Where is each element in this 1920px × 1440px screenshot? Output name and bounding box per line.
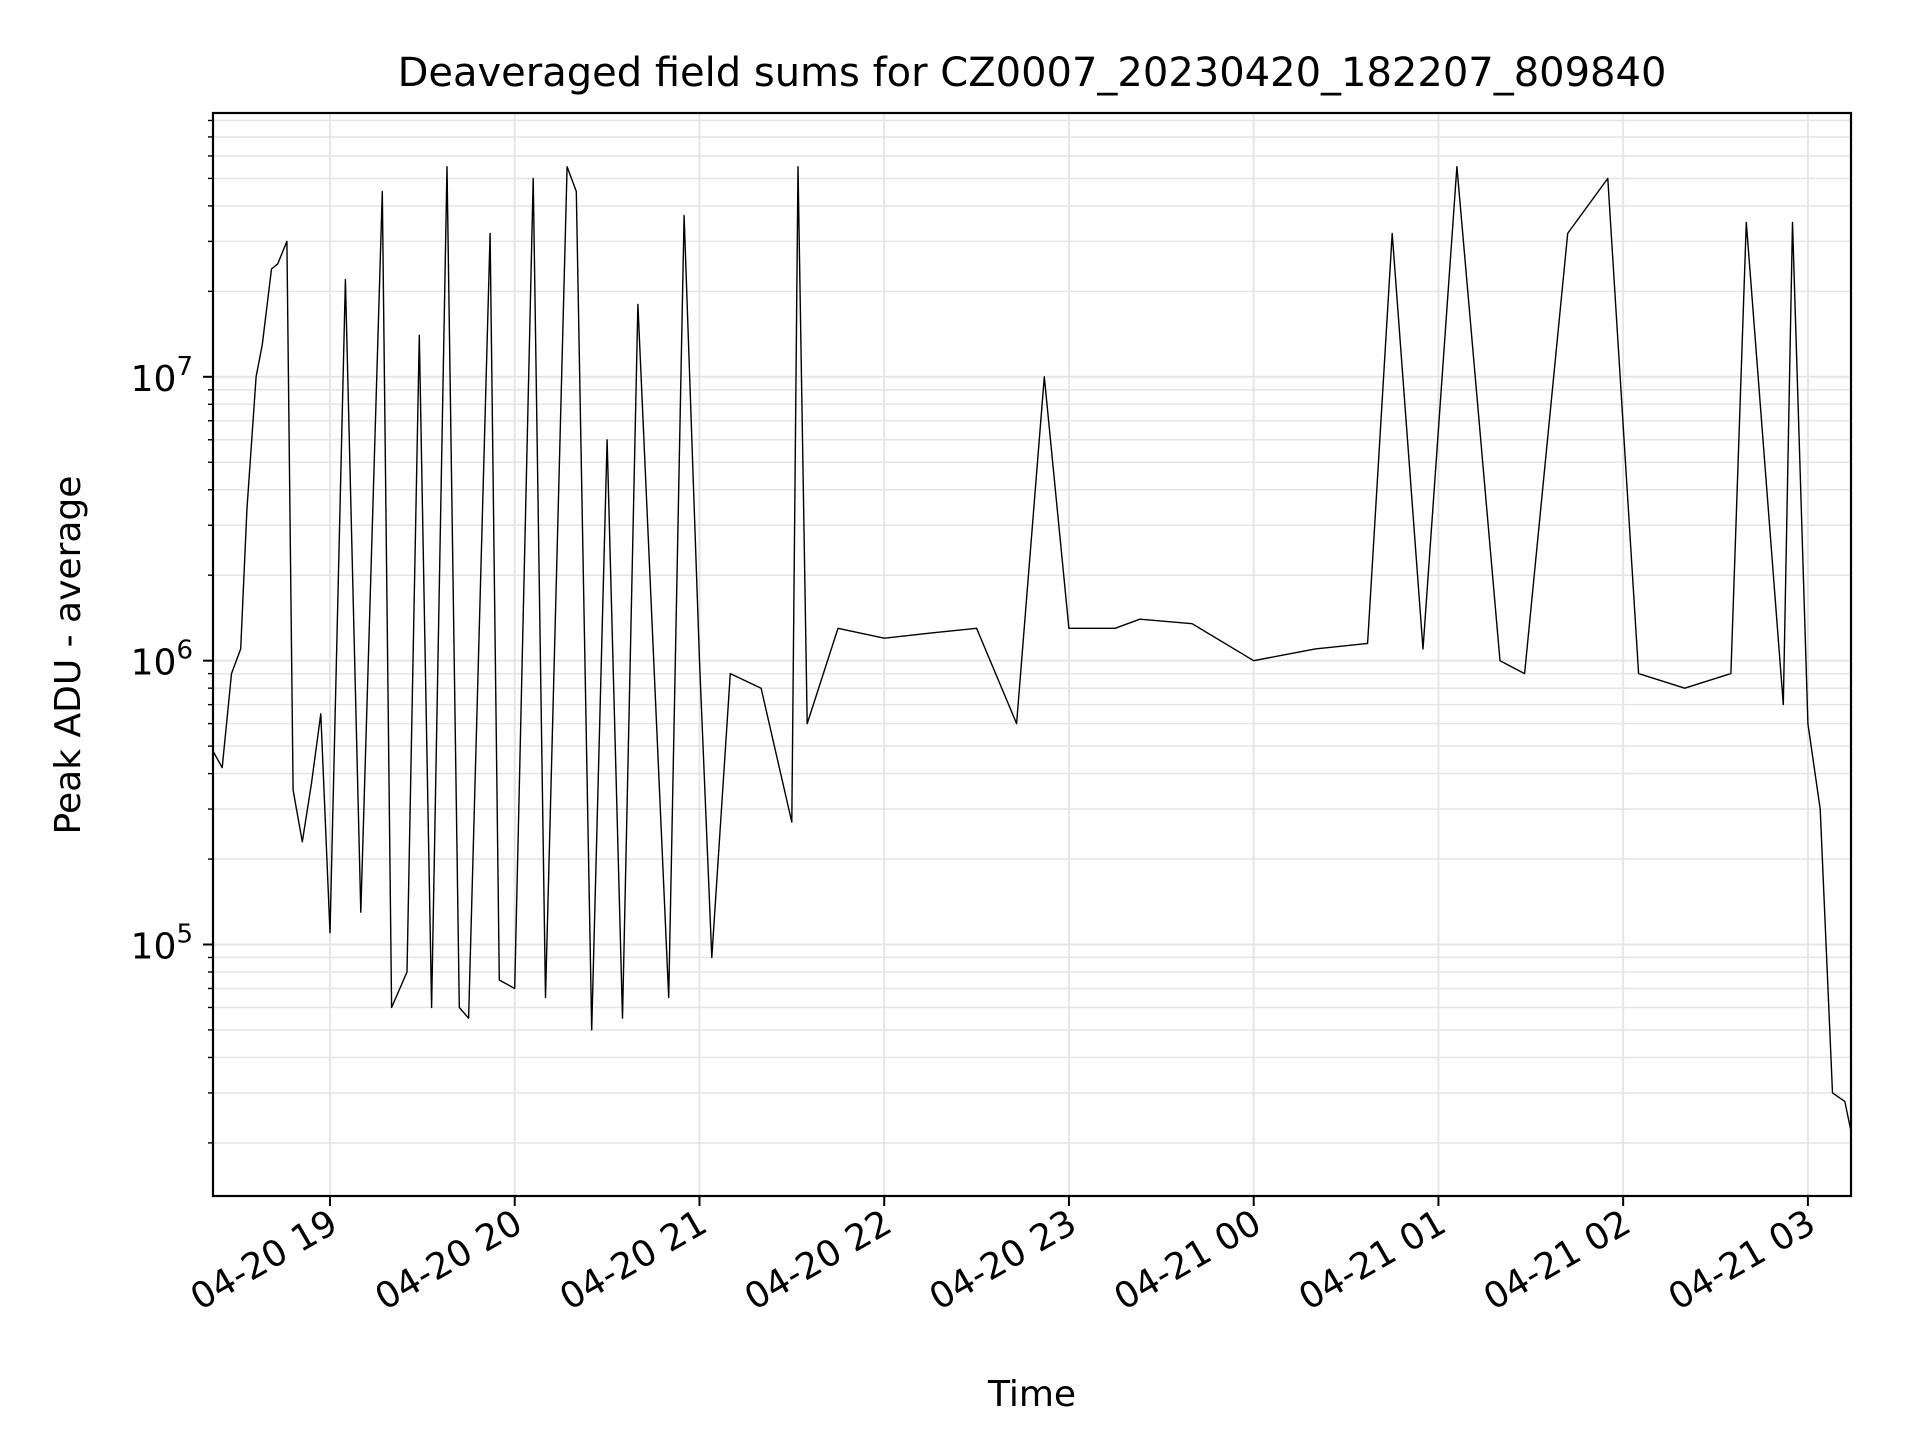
y-tick-label: 106 bbox=[131, 636, 193, 684]
grid bbox=[213, 113, 1851, 1196]
chart-title: Deaveraged field sums for CZ0007_2023042… bbox=[398, 50, 1667, 96]
y-tick-label: 107 bbox=[131, 352, 193, 400]
plot-frame bbox=[211, 111, 1853, 1198]
y-axis: 105 106 107 bbox=[131, 119, 213, 1144]
y-axis-label: Peak ADU - average bbox=[48, 476, 89, 835]
series-group bbox=[212, 165, 1852, 1132]
y-tick-label: 105 bbox=[131, 919, 193, 967]
x-axis-label: Time bbox=[987, 1374, 1076, 1415]
series-line bbox=[212, 165, 1852, 1132]
